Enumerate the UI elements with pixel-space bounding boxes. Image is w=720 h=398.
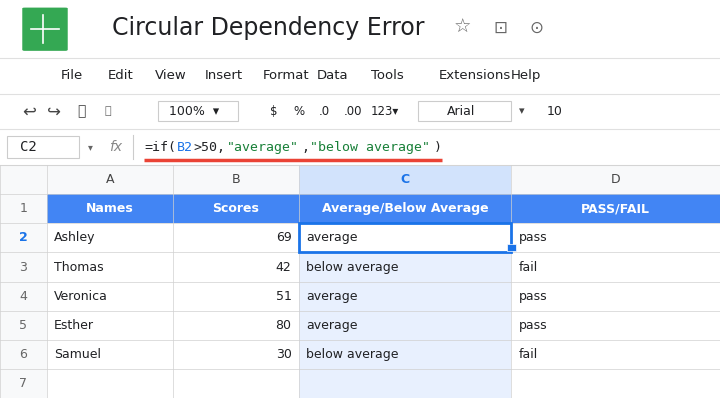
Text: ↩: ↩ xyxy=(22,102,36,121)
Text: Scores: Scores xyxy=(212,202,259,215)
Text: ⊡: ⊡ xyxy=(493,19,507,37)
Text: Insert: Insert xyxy=(205,69,243,82)
Text: C2: C2 xyxy=(20,140,37,154)
Text: ⬛: ⬛ xyxy=(104,106,112,117)
Text: $: $ xyxy=(270,105,277,118)
Text: .0: .0 xyxy=(318,105,330,118)
Text: Veronica: Veronica xyxy=(54,290,108,302)
Text: 7: 7 xyxy=(19,377,27,390)
Text: 69: 69 xyxy=(276,231,292,244)
Text: Help: Help xyxy=(511,69,541,82)
Text: Extensions: Extensions xyxy=(439,69,511,82)
Text: Samuel: Samuel xyxy=(54,348,101,361)
Text: average: average xyxy=(306,319,358,332)
Text: 30: 30 xyxy=(276,348,292,361)
Text: C: C xyxy=(400,173,410,186)
Text: fx: fx xyxy=(109,140,122,154)
Bar xyxy=(158,101,238,121)
Text: View: View xyxy=(155,69,186,82)
Text: 5: 5 xyxy=(19,319,27,332)
Text: fail: fail xyxy=(518,261,538,273)
Text: 6: 6 xyxy=(19,348,27,361)
FancyBboxPatch shape xyxy=(22,7,68,51)
Text: File: File xyxy=(61,69,84,82)
Text: 4: 4 xyxy=(19,290,27,302)
Bar xyxy=(47,194,720,223)
Text: %: % xyxy=(293,105,305,118)
Text: 3: 3 xyxy=(19,261,27,273)
Text: average: average xyxy=(306,290,358,302)
Text: 51: 51 xyxy=(276,290,292,302)
Bar xyxy=(0,165,720,194)
Text: Edit: Edit xyxy=(108,69,134,82)
Bar xyxy=(299,369,511,398)
Text: PASS/FAIL: PASS/FAIL xyxy=(581,202,650,215)
Text: 123▾: 123▾ xyxy=(371,105,400,118)
Bar xyxy=(418,101,511,121)
Text: ,: , xyxy=(301,141,310,154)
Bar xyxy=(507,244,516,251)
Text: 🖨: 🖨 xyxy=(77,104,86,119)
Text: fail: fail xyxy=(518,348,538,361)
Text: 1: 1 xyxy=(19,202,27,215)
Text: Arial: Arial xyxy=(446,105,475,118)
Text: B2: B2 xyxy=(177,141,193,154)
Text: Esther: Esther xyxy=(54,319,94,332)
Text: average: average xyxy=(306,231,358,244)
Bar xyxy=(299,165,511,194)
Bar xyxy=(7,136,79,158)
Text: ▾: ▾ xyxy=(88,142,92,152)
Text: Tools: Tools xyxy=(371,69,403,82)
Text: 80: 80 xyxy=(276,319,292,332)
Bar xyxy=(299,282,511,311)
Text: A: A xyxy=(106,173,114,186)
Text: Names: Names xyxy=(86,202,134,215)
Text: Circular Dependency Error: Circular Dependency Error xyxy=(112,16,424,40)
Bar xyxy=(0,165,47,398)
Text: pass: pass xyxy=(518,231,547,244)
Text: 2: 2 xyxy=(19,231,28,244)
Bar xyxy=(299,252,511,282)
Text: pass: pass xyxy=(518,319,547,332)
Text: below average: below average xyxy=(306,348,398,361)
Text: 100%  ▾: 100% ▾ xyxy=(169,105,220,118)
Text: =if(: =if( xyxy=(144,141,176,154)
Text: >50,: >50, xyxy=(194,141,225,154)
Bar xyxy=(299,311,511,340)
Text: Thomas: Thomas xyxy=(54,261,104,273)
Bar xyxy=(0,0,720,58)
Text: .00: .00 xyxy=(343,105,362,118)
Text: Ashley: Ashley xyxy=(54,231,96,244)
Bar xyxy=(299,340,511,369)
Text: "average": "average" xyxy=(227,141,299,154)
Text: Format: Format xyxy=(263,69,310,82)
Text: ⊙: ⊙ xyxy=(529,19,543,37)
Text: ↪: ↪ xyxy=(47,102,61,121)
Text: ☆: ☆ xyxy=(454,18,471,37)
Text: D: D xyxy=(611,173,621,186)
Text: 10: 10 xyxy=(546,105,562,118)
Text: Average/Below Average: Average/Below Average xyxy=(322,202,488,215)
Text: pass: pass xyxy=(518,290,547,302)
Text: Data: Data xyxy=(317,69,348,82)
Text: "below average": "below average" xyxy=(310,141,430,154)
Text: ): ) xyxy=(433,141,442,154)
Text: below average: below average xyxy=(306,261,398,273)
Text: 42: 42 xyxy=(276,261,292,273)
Text: B: B xyxy=(232,173,240,186)
Bar xyxy=(299,223,511,252)
Text: ▾: ▾ xyxy=(519,106,525,117)
